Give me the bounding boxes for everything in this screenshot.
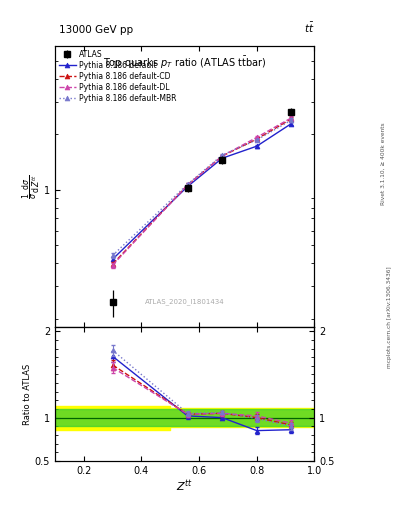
Pythia 8.186 default-MBR — [220, 152, 224, 158]
Y-axis label: Ratio to ATLAS: Ratio to ATLAS — [23, 364, 32, 424]
Pythia 8.186 default-CD — [289, 116, 294, 122]
Pythia 8.186 default — [185, 183, 190, 189]
Pythia 8.186 default-CD — [254, 136, 259, 142]
Pythia 8.186 default — [110, 256, 115, 262]
Text: ATLAS_2020_I1801434: ATLAS_2020_I1801434 — [145, 298, 224, 305]
Text: $t\bar{t}$: $t\bar{t}$ — [304, 20, 314, 35]
Pythia 8.186 default-DL — [289, 115, 294, 121]
Text: 13000 GeV pp: 13000 GeV pp — [59, 25, 133, 35]
Pythia 8.186 default — [254, 143, 259, 150]
Pythia 8.186 default-CD — [220, 153, 224, 159]
Pythia 8.186 default-MBR — [254, 137, 259, 143]
Text: mcplots.cern.ch [arXiv:1306.3436]: mcplots.cern.ch [arXiv:1306.3436] — [387, 267, 391, 368]
Pythia 8.186 default-MBR — [185, 181, 190, 187]
Pythia 8.186 default-MBR — [110, 252, 115, 259]
Line: Pythia 8.186 default-DL: Pythia 8.186 default-DL — [110, 115, 294, 267]
Line: Pythia 8.186 default: Pythia 8.186 default — [110, 121, 294, 262]
Line: Pythia 8.186 default-CD: Pythia 8.186 default-CD — [110, 116, 294, 266]
Text: Rivet 3.1.10, ≥ 400k events: Rivet 3.1.10, ≥ 400k events — [381, 122, 386, 205]
Legend: ATLAS, Pythia 8.186 default, Pythia 8.186 default-CD, Pythia 8.186 default-DL, P: ATLAS, Pythia 8.186 default, Pythia 8.18… — [57, 48, 178, 104]
Y-axis label: $\frac{1}{\sigma}\frac{\mathrm{d}\sigma}{\mathrm{d}\,Z^{tt}}$: $\frac{1}{\sigma}\frac{\mathrm{d}\sigma}… — [20, 174, 43, 199]
Pythia 8.186 default-CD — [110, 261, 115, 267]
Pythia 8.186 default-CD — [185, 182, 190, 188]
Bar — [55, 409, 314, 426]
Line: Pythia 8.186 default-MBR: Pythia 8.186 default-MBR — [110, 118, 294, 258]
X-axis label: $Z^{tt}$: $Z^{tt}$ — [176, 478, 193, 494]
Pythia 8.186 default-MBR — [289, 117, 294, 123]
Pythia 8.186 default-DL — [254, 134, 259, 140]
Pythia 8.186 default — [289, 120, 294, 126]
Pythia 8.186 default-DL — [185, 182, 190, 188]
Text: Top quarks $p_T$ ratio (ATLAS t$\bar{\mathrm{t}}$bar): Top quarks $p_T$ ratio (ATLAS t$\bar{\ma… — [103, 54, 266, 71]
Pythia 8.186 default-DL — [110, 262, 115, 268]
Pythia 8.186 default-DL — [220, 153, 224, 159]
Pythia 8.186 default — [220, 155, 224, 161]
